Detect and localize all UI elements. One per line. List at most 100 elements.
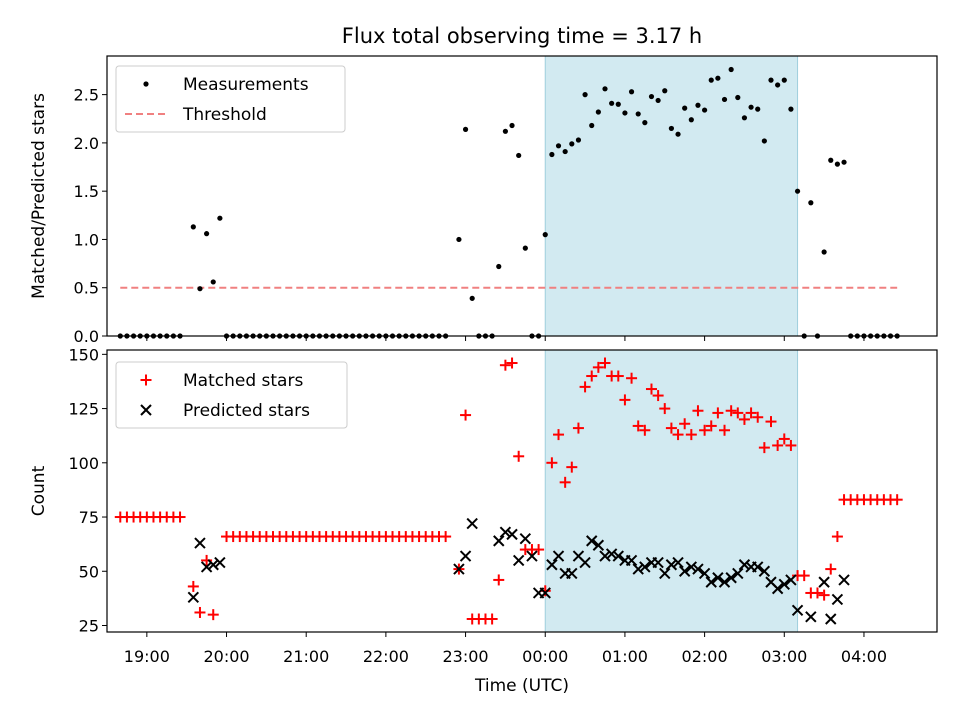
- predicted-point: [592, 539, 605, 551]
- matched-point: [460, 409, 472, 421]
- predicted-point-b: [586, 535, 598, 547]
- legend-matched-label: Matched stars: [183, 371, 303, 391]
- matched-point: [639, 424, 651, 436]
- predicted-point-b: [187, 591, 200, 603]
- measurement-point: [595, 109, 601, 115]
- predicted-point: [459, 550, 472, 562]
- predicted-point: [791, 604, 804, 617]
- predicted-point-b: [612, 550, 624, 562]
- matched-point: [645, 383, 657, 395]
- matched-point: [725, 405, 737, 417]
- measurement-point: [702, 107, 708, 113]
- ratio-x-axis-ticks: [146, 336, 865, 341]
- x-tick-label: 00:00: [522, 647, 568, 666]
- predicted-point: [712, 572, 724, 584]
- measurement-point: [775, 82, 781, 88]
- y-tick-label: 150: [68, 345, 99, 364]
- measurement-point: [522, 245, 528, 251]
- predicted-point: [705, 576, 717, 588]
- predicted-point-b: [752, 561, 764, 573]
- predicted-point-b: [718, 576, 731, 588]
- predicted-point: [718, 576, 731, 588]
- x-tick-label: 01:00: [602, 647, 648, 666]
- predicted-point: [625, 554, 638, 567]
- predicted-point: [732, 567, 744, 580]
- measurement-point: [204, 231, 210, 237]
- predicted-point: [566, 567, 578, 580]
- ratio-y-axis-ticks: 0.0 0.5 1.0 1.5 2.0 2.5: [74, 86, 107, 346]
- measurement-point: [217, 215, 223, 221]
- figure-title: Flux total observing time = 3.17 h: [342, 24, 702, 48]
- predicted-point: [586, 535, 598, 547]
- count-legend: Matched stars Predicted stars: [115, 361, 348, 429]
- predicted-point-b: [659, 567, 671, 580]
- predicted-point-b: [785, 574, 797, 586]
- measurement-point: [462, 126, 469, 132]
- predicted-point-b: [838, 574, 850, 586]
- y-tick-label: 2.5: [74, 86, 99, 105]
- predicted-point: [493, 535, 505, 547]
- predicted-point: [672, 556, 684, 569]
- measurement-point: [496, 263, 502, 270]
- matched-point: [825, 563, 837, 575]
- predicted-point-b: [506, 528, 518, 541]
- predicted-point-b: [572, 550, 585, 562]
- predicted-point-b: [698, 567, 711, 580]
- ratio-y-axis-label: Matched/Predicted stars: [29, 93, 49, 299]
- matched-point: [732, 407, 744, 419]
- measurement-point: [768, 77, 774, 83]
- measurement-point: [589, 122, 595, 129]
- predicted-point: [831, 593, 844, 606]
- predicted-point-b: [546, 559, 558, 571]
- predicted-point-b: [459, 550, 472, 562]
- measurement-point: [542, 232, 548, 238]
- measurement-point: [735, 94, 741, 101]
- measurement-point: [668, 125, 675, 132]
- matched-point: [772, 439, 784, 451]
- measurement-point: [662, 88, 668, 94]
- matched-point: [665, 422, 677, 434]
- measurement-point: [516, 152, 522, 159]
- y-tick-label: 50: [79, 562, 99, 581]
- matched-point: [493, 574, 505, 586]
- predicted-point: [758, 565, 771, 577]
- ratio-plot-frame: [106, 55, 938, 337]
- x-tick-label: 03:00: [761, 647, 807, 666]
- matched-point: [194, 606, 206, 618]
- matched-point: [652, 390, 664, 402]
- matched-point: [738, 413, 750, 425]
- measurement-point: [210, 279, 216, 285]
- predicted-point-b: [579, 556, 591, 569]
- legend-predicted-marker: [140, 404, 152, 416]
- measurement-point: [781, 77, 787, 83]
- legend-box: [115, 65, 346, 133]
- ratio-legend: Measurements Threshold: [115, 65, 346, 133]
- matched-point: [626, 372, 638, 384]
- measurement-point: [602, 86, 608, 92]
- predicted-point: [599, 550, 611, 562]
- matched-point: [758, 442, 770, 454]
- legend-matched-marker: [140, 374, 152, 386]
- measurement-point: [569, 141, 575, 147]
- measurement-point: [456, 236, 462, 243]
- matched-point: [818, 589, 830, 601]
- matched-point: [586, 370, 598, 382]
- matched-point: [692, 405, 704, 417]
- predicted-point: [752, 561, 764, 573]
- matched-point: [553, 429, 565, 441]
- predicted-point-b: [778, 578, 790, 590]
- measurement-point: [509, 122, 515, 129]
- predicted-point: [579, 556, 591, 569]
- measurement-point: [741, 115, 748, 121]
- matched-point: [619, 394, 631, 406]
- observing-window-shade-top: [544, 55, 799, 337]
- predicted-point: [652, 556, 664, 569]
- y-tick-label: 100: [68, 454, 99, 473]
- predicted-point-b: [552, 550, 565, 562]
- measurement-point: [615, 101, 621, 107]
- predicted-point-b: [771, 582, 784, 595]
- predicted-point: [207, 559, 219, 571]
- predicted-point: [194, 537, 206, 549]
- y-tick-label: 125: [68, 400, 99, 419]
- predicted-point-b: [599, 550, 611, 562]
